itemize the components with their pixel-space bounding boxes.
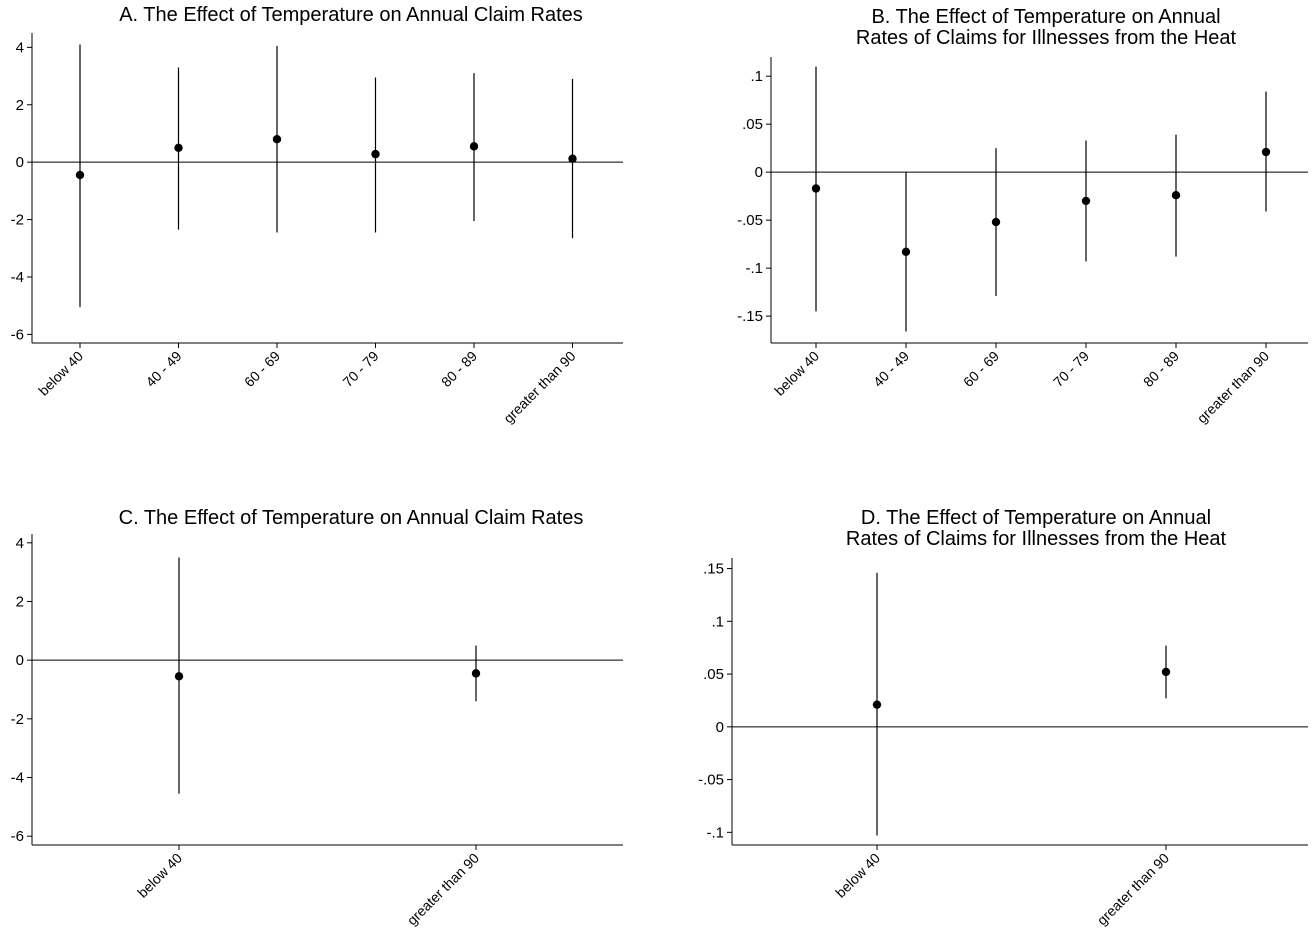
panel-c-point [471,669,481,678]
panel-b: B. The Effect of Temperature on Annual R… [657,0,1315,471]
panel-b-x-tick-label: 80 - 89 [1140,348,1182,390]
panel-c-y-tick-label: 0 [16,652,24,669]
panel-b-y-tick-label: 0 [755,164,763,181]
panel-d-y-tick-label: .15 [703,561,724,578]
panel-d-point [1161,667,1171,677]
panel-c-y-tick-label: -2 [11,711,24,728]
panel-b-x-tick-label: 60 - 69 [960,348,1002,390]
panel-d-y-tick-label: 0 [716,719,724,736]
panel-a-x-tick-label: 70 - 79 [339,348,381,390]
panel-a-x-tick-label: 40 - 49 [142,348,184,390]
panel-d-title-line-2: Rates of Claims for Illnesses from the H… [845,528,1227,550]
panel-a-y-tick-label: 4 [16,39,24,56]
panel-a-y-tick-label: -6 [11,326,24,343]
panel-b-title: B. The Effect of Temperature on Annual R… [777,7,1315,49]
panel-c-title: C. The Effect of Temperature on Annual C… [22,508,680,529]
panel-a-y-tick-label: 2 [16,97,24,114]
panel-a-plot: 4 2 0 -2 -4 -6 below 40 40 - 49 60 - 69 70 - 79 80… [11,33,623,427]
panel-d-point [872,700,882,709]
panel-b-point [901,247,911,257]
panel-a-point [75,170,85,180]
panel-a-point [469,142,479,151]
panel-a-x-tick-label: below 40 [35,348,86,399]
panel-d-title-line-1: D. The Effect of Temperature on Annual [860,507,1212,529]
panel-b-x-tick-label: below 40 [771,348,822,399]
panel-b-y-tick-label: -.15 [737,308,763,325]
panel-b-point [1171,191,1181,200]
panel-a-x-tick-label: 80 - 89 [438,348,480,390]
panel-b-x-tick-label: 70 - 79 [1050,348,1092,390]
panel-b-point [1081,196,1091,206]
panel-a-point [174,143,183,153]
panel-a-point [272,135,282,144]
panel-a-point [371,149,380,159]
panel-c-y-tick-label: 4 [16,535,24,552]
panel-d-plot: .15 .1 .05 0 -.05 -.1 below 40 greater than 90 [698,558,1308,929]
panel-c-y-tick-label: -4 [11,770,24,787]
panel-d-y-tick-label: -.05 [698,772,724,789]
panel-d-x-tick-label: greater than 90 [1094,850,1173,929]
panel-a-point [568,154,577,163]
panel-a-title: A. The Effect of Temperature on Annual C… [22,5,680,26]
panel-b-point [991,217,1001,227]
panel-d-title: D. The Effect of Temperature on Annual R… [757,508,1315,550]
panel-c-y-tick-label: 2 [16,593,24,610]
panel-c-title-line-1: C. The Effect of Temperature on Annual C… [118,507,584,529]
panel-d-y-tick-label: .05 [703,666,724,683]
panel-b-x-tick-label: greater than 90 [1194,348,1273,427]
panel-b-plot: .1 .05 0 -.05 -.1 -.15 below 40 40 - 49 60 - 69 7… [737,57,1308,427]
panel-b-y-tick-label: .05 [742,116,763,133]
panel-a-y-tick-label: 0 [16,154,24,171]
panel-a: A. The Effect of Temperature on Annual C… [0,0,660,471]
panel-d-x-tick-label: below 40 [832,850,883,901]
panel-d-y-tick-label: .1 [711,613,724,630]
panel-c: C. The Effect of Temperature on Annual C… [0,471,660,942]
panel-c-x-tick-label: below 40 [134,850,185,901]
panel-b-point [811,184,821,193]
panel-b-title-line-2: Rates of Claims for Illnesses from the H… [855,27,1237,49]
panel-a-y-tick-label: -4 [11,269,24,286]
panel-a-x-tick-label: greater than 90 [500,348,579,427]
panel-b-title-line-1: B. The Effect of Temperature on Annual [871,6,1221,28]
panel-d: D. The Effect of Temperature on Annual R… [657,471,1315,942]
panel-c-y-tick-label: -6 [11,828,24,845]
panel-d-y-tick-label: -.1 [706,824,724,841]
panel-a-y-tick-label: -2 [11,212,24,229]
panel-c-x-tick-label: greater than 90 [404,850,483,929]
panel-a-x-tick-label: 60 - 69 [241,348,283,390]
panel-b-x-tick-label: 40 - 49 [870,348,912,390]
panel-c-plot: 4 2 0 -2 -4 -6 below 40 greater than 90 [11,534,623,929]
panel-c-point [174,672,184,681]
panel-b-y-tick-label: .1 [750,68,763,85]
panel-a-title-line-1: A. The Effect of Temperature on Annual C… [119,4,583,26]
panel-b-point [1261,147,1271,157]
panel-b-y-tick-label: -.1 [745,260,763,277]
panel-b-y-tick-label: -.05 [737,212,763,229]
